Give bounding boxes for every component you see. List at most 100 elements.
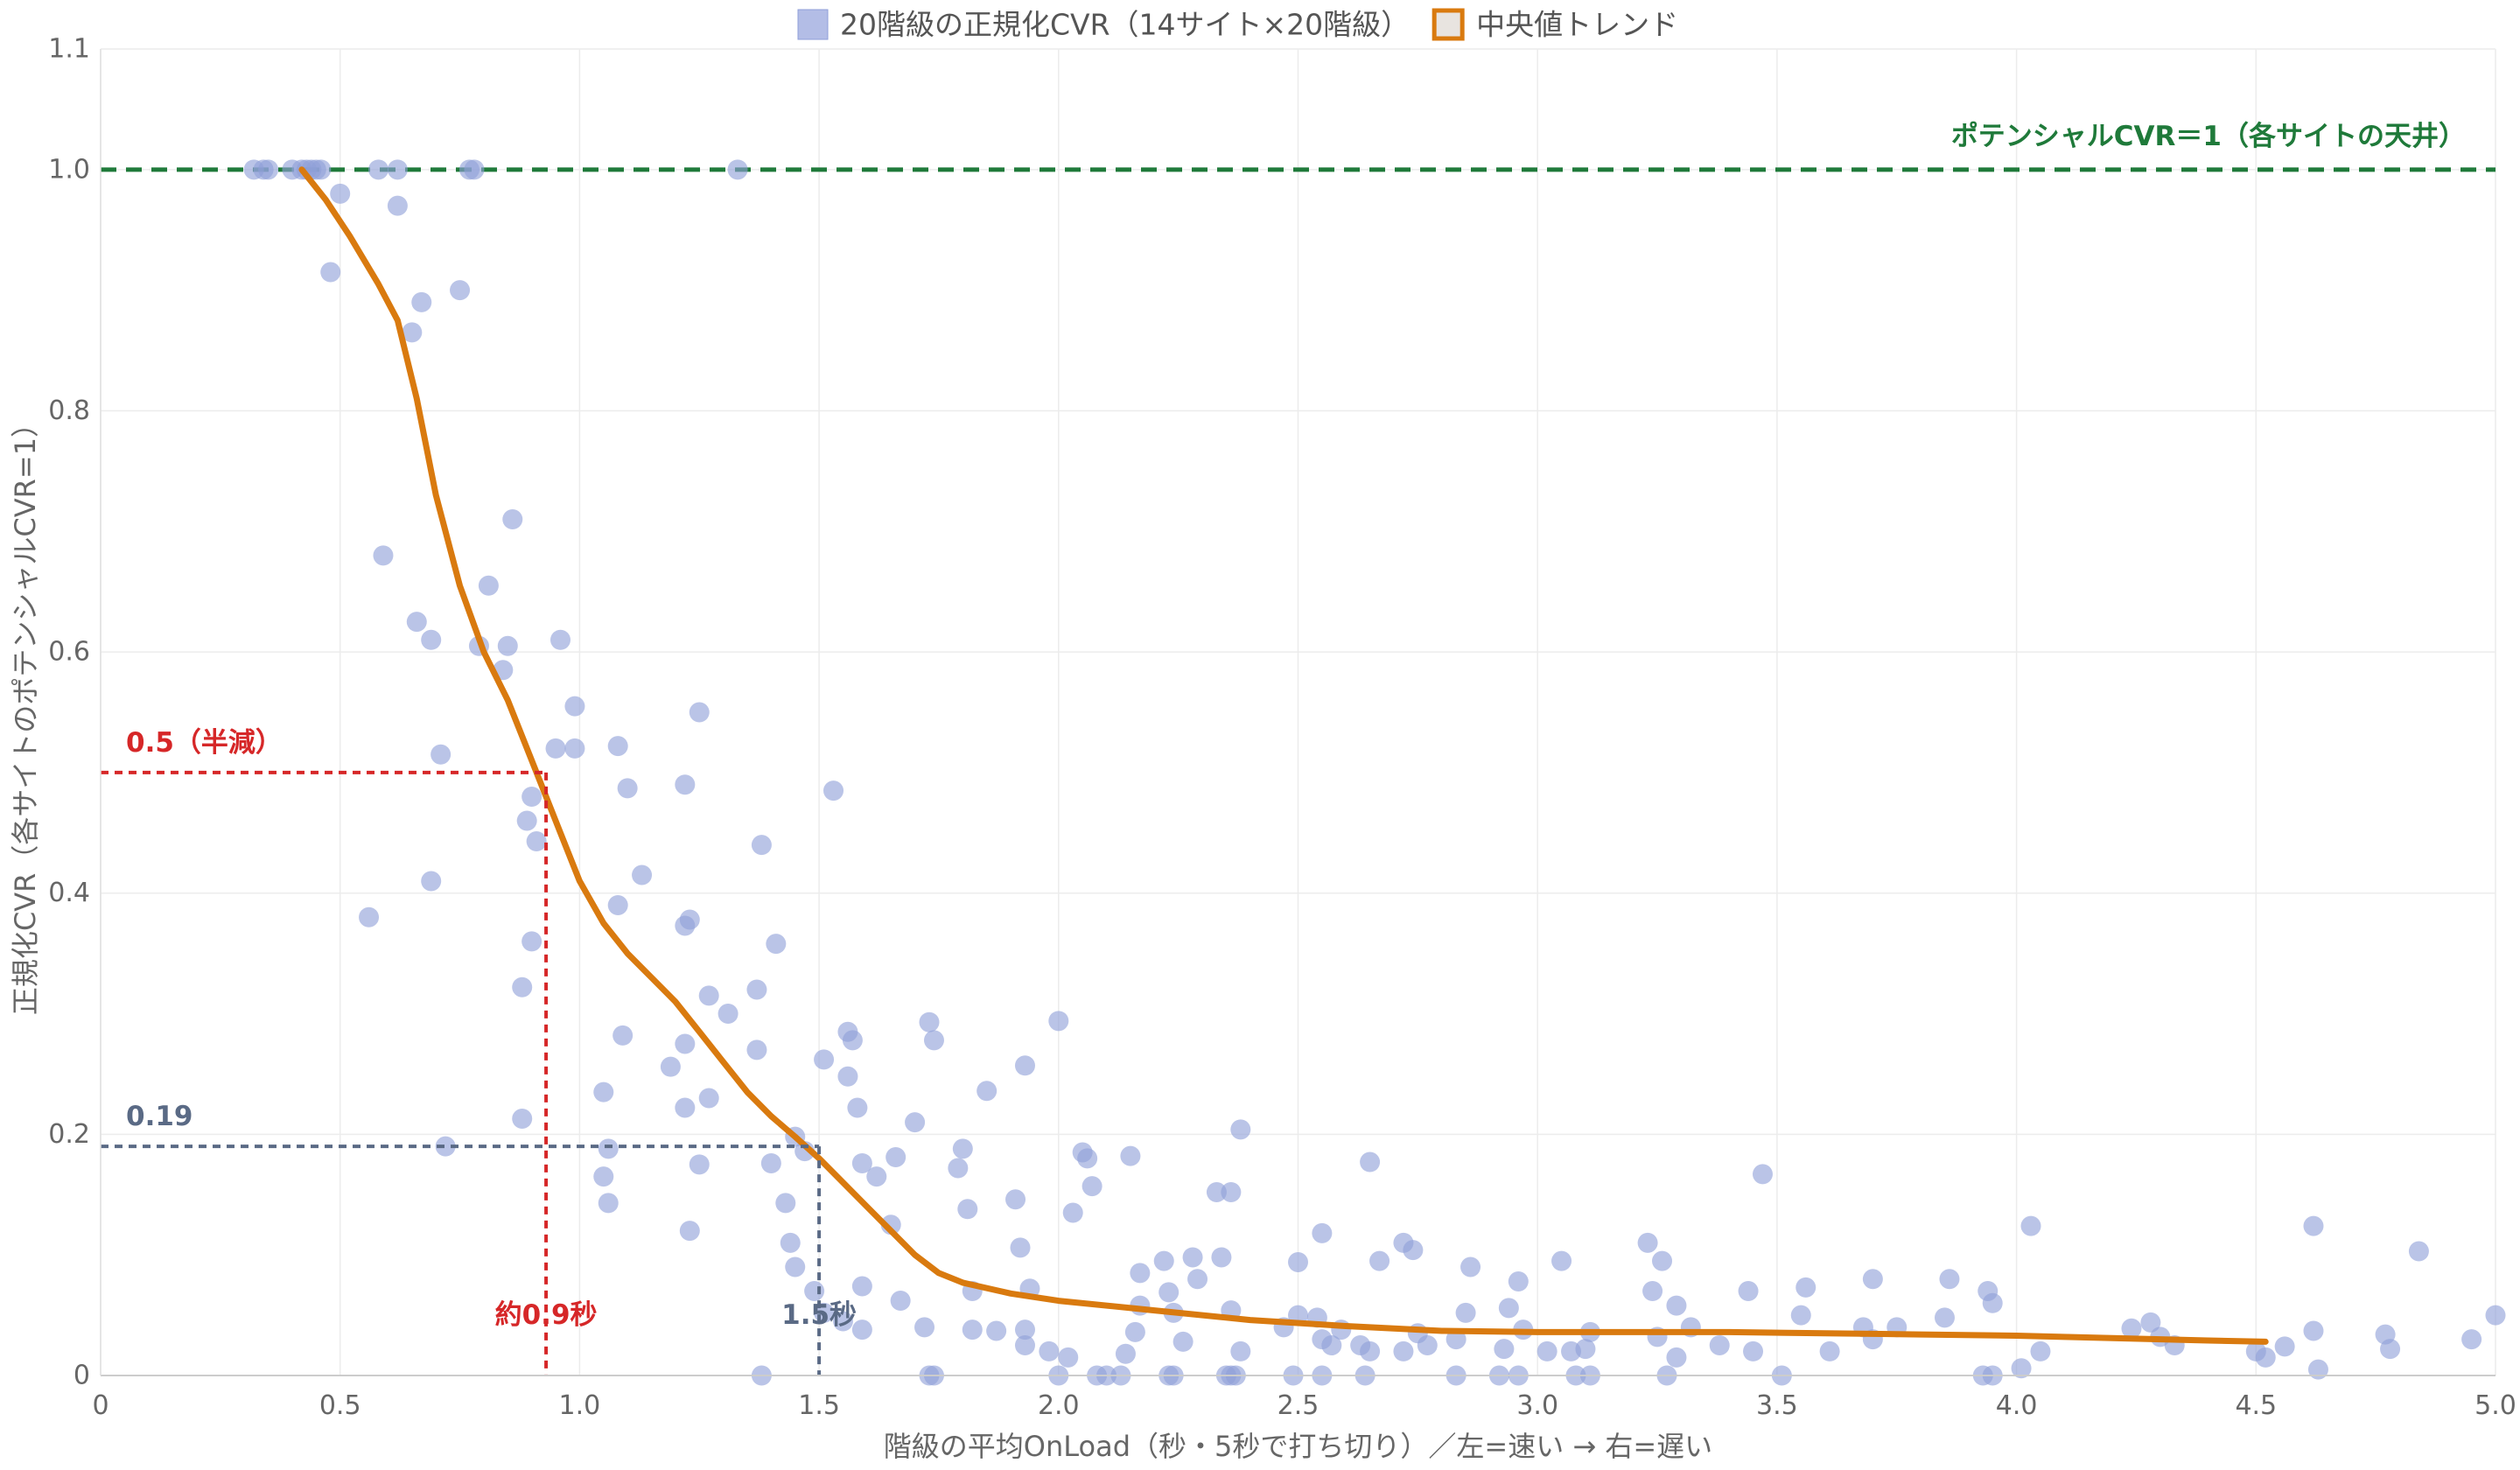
x-axis-title: 階級の平均OnLoad（秒・5秒で打ち切り）／左=速い → 右=遅い: [884, 1430, 1712, 1463]
scatter-point: [837, 1066, 858, 1087]
scatter-point: [832, 1311, 853, 1332]
scatter-point: [1637, 1232, 1658, 1253]
scatter-point: [751, 835, 772, 856]
scatter-point: [607, 736, 628, 757]
scatter-point: [1369, 1250, 1390, 1271]
scatter-point: [2121, 1318, 2142, 1339]
scatter-point: [1288, 1251, 1308, 1272]
scatter-point: [851, 1276, 872, 1297]
scatter-point: [1187, 1269, 1208, 1290]
median-trend-line: [298, 166, 2269, 1345]
trend-line-layer: [298, 166, 2269, 1345]
scatter-point: [962, 1320, 983, 1340]
scatter-point: [1048, 1011, 1069, 1032]
x-tick-label: 1.0: [559, 1390, 601, 1421]
scatter-point: [330, 183, 351, 204]
scatter-point: [411, 291, 432, 312]
scatter-point: [952, 1138, 973, 1159]
scatter-point: [406, 612, 427, 633]
legend[interactable]: 20階級の正規化CVR（14サイト×20階級） 中央値トレンド: [797, 8, 1678, 42]
scatter-point: [502, 508, 523, 529]
y-tick-label: 0.4: [48, 878, 90, 908]
y-tick-label: 0.2: [48, 1119, 90, 1150]
y-tick-label: 0.8: [48, 396, 90, 426]
scatter-point: [1417, 1335, 1438, 1356]
scatter-point: [675, 915, 696, 936]
scatter-point: [2140, 1312, 2161, 1333]
scatter-point: [886, 1147, 906, 1168]
scatter-point: [1124, 1321, 1145, 1342]
x-tick-label: 0.5: [319, 1390, 361, 1421]
scatter-point: [823, 780, 844, 802]
scatter-point: [1796, 1277, 1816, 1298]
legend-label-scatter[interactable]: 20階級の正規化CVR（14サイト×20階級）: [840, 8, 1410, 42]
scatter-point: [430, 744, 452, 765]
scatter-point: [387, 159, 408, 180]
guide-label-y-p019: 0.19: [126, 1101, 193, 1132]
guide-label-y-half: 0.5（半減）: [126, 727, 283, 759]
scatter-point: [1211, 1247, 1232, 1268]
scatter-point: [593, 1166, 614, 1187]
scatter-point: [675, 1097, 696, 1118]
scatter-point: [2011, 1358, 2032, 1379]
scatter-point: [851, 1320, 872, 1340]
scatter-point: [1115, 1343, 1136, 1364]
scatter-point: [746, 1040, 767, 1060]
scatter-point: [320, 262, 341, 283]
x-tick-label: 3.5: [1756, 1390, 1798, 1421]
scatter-point: [689, 702, 710, 723]
scatter-point: [1536, 1340, 1558, 1362]
scatter-point: [1934, 1307, 1955, 1328]
scatter-point: [1666, 1295, 1687, 1316]
scatter-point: [1862, 1269, 1883, 1290]
scatter-point: [1130, 1263, 1151, 1284]
scatter-point: [1494, 1339, 1515, 1360]
scatter-point: [1666, 1347, 1687, 1368]
scatter-point: [679, 1221, 700, 1242]
guide-label-x-half: 約0.9秒: [495, 1299, 598, 1331]
scatter-point: [842, 1030, 863, 1051]
scatter-point: [1014, 1055, 1035, 1076]
legend-swatch-trend[interactable]: [1432, 8, 1465, 41]
x-tick-label: 1.5: [798, 1390, 840, 1421]
x-tick-label: 2.5: [1278, 1390, 1320, 1421]
scatter-point: [598, 1138, 619, 1159]
scatter-point: [766, 934, 787, 955]
scatter-point: [450, 280, 471, 301]
scatter-point: [1058, 1347, 1079, 1368]
scatter-point: [1010, 1237, 1031, 1258]
scatter-point: [1460, 1256, 1481, 1278]
scatter-point: [1221, 1182, 1242, 1203]
scatter-point: [1312, 1222, 1333, 1243]
scatter-point: [1498, 1298, 1519, 1319]
scatter-point: [976, 1081, 998, 1102]
scatter-point: [373, 545, 394, 566]
y-tick-label: 1.0: [48, 154, 90, 185]
scatter-point: [526, 830, 547, 851]
scatter-point: [814, 1049, 835, 1070]
scatter-point: [2030, 1340, 2051, 1362]
scatter-point: [1642, 1281, 1663, 1302]
scatter-point: [919, 1012, 940, 1032]
scatter-point: [775, 1193, 796, 1214]
scatter-point: [478, 575, 499, 596]
scatter-point: [522, 786, 542, 807]
legend-swatch-scatter[interactable]: [797, 9, 829, 40]
scatter-point: [785, 1256, 806, 1278]
scatter-point: [1206, 1182, 1227, 1203]
reference-line-label: ポテンシャルCVR＝1（各サイトの天井）: [1951, 121, 2466, 152]
scatter-point: [1077, 1148, 1098, 1169]
scatter-point: [564, 696, 585, 717]
scatter-point: [2255, 1347, 2276, 1368]
legend-label-trend[interactable]: 中央値トレンド: [1476, 8, 1678, 42]
scatter-point: [632, 864, 653, 886]
scatter-point: [1014, 1320, 1035, 1340]
x-tick-label: 0: [92, 1390, 108, 1421]
scatter-point: [1709, 1335, 1730, 1356]
scatter-point: [1158, 1282, 1180, 1303]
scatter-point: [986, 1320, 1007, 1341]
scatter-point: [258, 159, 279, 180]
x-tick-label: 4.0: [1996, 1390, 2038, 1421]
scatter-point: [2408, 1241, 2429, 1262]
scatter-point: [1575, 1339, 1596, 1360]
